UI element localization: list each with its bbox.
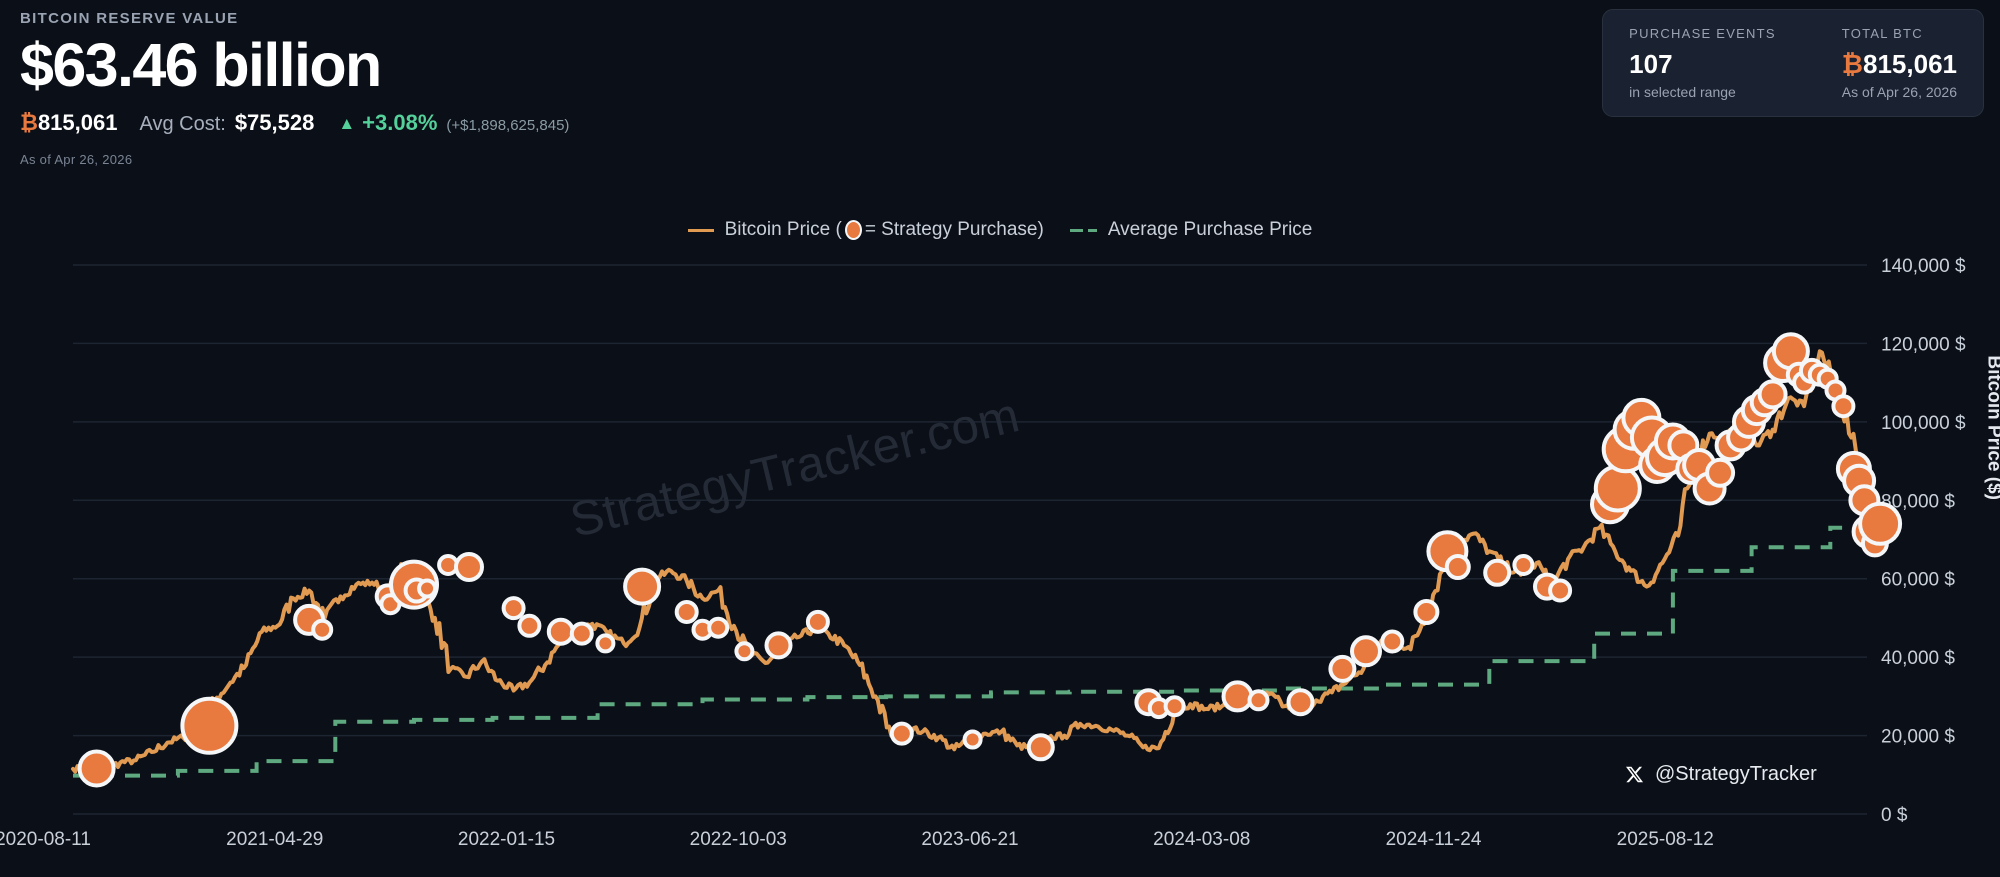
y-axis-title: Bitcoin Price ($) — [1984, 355, 2000, 500]
purchase-events-label: PURCHASE EVENTS — [1629, 26, 1776, 41]
purchase-bubble-icon — [844, 220, 862, 240]
purchase-bubble[interactable] — [1548, 578, 1573, 603]
legend-item-average-price[interactable]: Average Purchase Price — [1044, 219, 1313, 241]
purchase-bubble[interactable] — [805, 609, 830, 634]
bitcoin-symbol-icon: ₿ — [20, 110, 38, 136]
y-tick-label: 140,000 $ — [1881, 256, 1966, 277]
change-absolute: (+$1,898,625,845) — [446, 117, 570, 135]
y-tick-label: 0 $ — [1881, 805, 1908, 826]
avg-line-swatch-icon — [1069, 228, 1097, 232]
stat-purchase-events: PURCHASE EVENTS 107 in selected range — [1629, 24, 1776, 101]
purchase-bubble[interactable] — [1757, 379, 1788, 410]
reserve-value-label: BITCOIN RESERVE VALUE — [20, 10, 239, 27]
purchase-bubble[interactable] — [311, 618, 334, 641]
y-tick-label: 20,000 $ — [1881, 727, 1955, 748]
purchase-bubble[interactable] — [1163, 695, 1186, 718]
purchase-bubble[interactable] — [764, 631, 793, 660]
purchase-bubble[interactable] — [1350, 635, 1382, 668]
purchase-bubble[interactable] — [1593, 464, 1642, 513]
purchase-bubble[interactable] — [889, 721, 914, 746]
purchase-bubble[interactable] — [569, 621, 594, 646]
total-btc-value: ₿815,061 — [1842, 48, 1957, 81]
reserve-value-amount: $63.46 billion — [20, 31, 382, 99]
purchase-bubble[interactable] — [1831, 394, 1856, 419]
legend-avg-label: Average Purchase Price — [1107, 219, 1313, 240]
purchase-bubble[interactable] — [734, 641, 755, 662]
header-metrics-row: ₿ 815,061 Avg Cost: $75,528 ▲ +3.08% (+$… — [20, 109, 569, 138]
price-line-swatch-icon — [687, 228, 714, 232]
y-tick-label: 100,000 $ — [1881, 413, 1966, 434]
purchase-bubble[interactable] — [1512, 554, 1535, 576]
purchase-bubble[interactable] — [1858, 501, 1903, 546]
purchase-bubble[interactable] — [674, 600, 699, 624]
y-tick-label: 120,000 $ — [1881, 334, 1966, 355]
legend-purchase-label: = Strategy Purchase) — [864, 219, 1044, 240]
purchase-events-value: 107 — [1629, 48, 1673, 79]
bitcoin-symbol-icon: ₿ — [1841, 48, 1863, 79]
bitcoin-price-line — [71, 349, 1869, 774]
y-tick-label: 80,000 $ — [1881, 491, 1955, 512]
x-axis-tick-labels: 2020-08-11 2021-04-29 2022-01-15 2022-10-03… — [0, 829, 1714, 850]
purchase-bubble[interactable] — [77, 749, 116, 788]
purchase-bubble[interactable] — [546, 617, 575, 646]
purchase-bubble[interactable] — [623, 567, 662, 606]
header-summary: BITCOIN RESERVE VALUE $63.46 billion ₿ 8… — [20, 8, 569, 167]
avg-cost-value: $75,528 — [234, 110, 315, 136]
purchase-bubble[interactable] — [1705, 457, 1736, 488]
chart-legend: Bitcoin Price ( = Strategy Purchase) Ave… — [0, 219, 2000, 241]
header-as-of-date: As of Apr 26, 2026 — [20, 151, 133, 167]
purchase-events-sub: in selected range — [1629, 84, 1736, 100]
purchase-bubble[interactable] — [1444, 554, 1471, 580]
purchase-bubble[interactable] — [1380, 629, 1405, 654]
purchase-bubble[interactable] — [417, 578, 438, 599]
x-tick-label: 2023-06-21 — [921, 829, 1018, 850]
change-percent: +3.08% — [362, 110, 438, 136]
purchase-bubble[interactable] — [707, 616, 730, 639]
total-btc-number: 815,061 — [1863, 48, 1957, 79]
average-purchase-price-line — [73, 521, 1869, 778]
purchase-bubble[interactable] — [595, 633, 616, 654]
y-tick-label: 60,000 $ — [1881, 570, 1955, 591]
y-axis-tick-labels: 0 $ 20,000 $ 40,000 $ 60,000 $ 80,000 $ 100,0… — [1881, 256, 1966, 826]
purchase-bubble[interactable] — [180, 696, 239, 755]
purchase-bubble[interactable] — [962, 729, 983, 750]
total-btc-label: TOTAL BTC — [1841, 26, 1923, 41]
legend-item-bitcoin-price[interactable]: Bitcoin Price ( = Strategy Purchase) — [687, 219, 1044, 241]
x-tick-label: 2021-04-29 — [226, 829, 323, 850]
stats-card: PURCHASE EVENTS 107 in selected range TO… — [1602, 9, 1984, 118]
purchase-bubble[interactable] — [1328, 654, 1357, 683]
social-handle-text: @StrategyTracker — [1655, 763, 1817, 785]
purchase-bubble[interactable] — [1026, 733, 1055, 762]
x-twitter-icon — [1625, 766, 1644, 783]
purchase-bubble[interactable] — [1483, 558, 1512, 587]
x-tick-label: 2024-11-24 — [1386, 829, 1482, 850]
avg-cost-label: Avg Cost: — [139, 113, 226, 136]
legend-price-label: Bitcoin Price ( — [724, 219, 842, 240]
x-tick-label: 2024-03-08 — [1153, 829, 1250, 850]
x-tick-label: 2020-08-11 — [0, 829, 91, 850]
y-tick-label: 40,000 $ — [1881, 648, 1955, 669]
x-tick-label: 2025-08-12 — [1617, 829, 1714, 850]
purchase-bubble[interactable] — [1221, 680, 1254, 713]
total-btc-sub: As of Apr 26, 2026 — [1841, 84, 1957, 100]
purchase-bubble[interactable] — [1247, 689, 1270, 712]
purchase-bubble[interactable] — [501, 596, 526, 621]
x-tick-label: 2022-10-03 — [690, 829, 787, 850]
purchase-bubble[interactable] — [1413, 599, 1440, 625]
purchase-bubble[interactable] — [1286, 688, 1315, 717]
x-tick-label: 2022-01-15 — [458, 829, 555, 850]
strategy-purchase-bubbles — [77, 332, 1903, 788]
trend-up-icon: ▲ — [338, 114, 356, 134]
purchase-bubble[interactable] — [517, 613, 542, 638]
stat-total-btc: TOTAL BTC ₿815,061 As of Apr 26, 2026 — [1842, 24, 1957, 101]
btc-holdings-amount: 815,061 — [37, 110, 118, 136]
social-handle[interactable]: @StrategyTracker — [1625, 763, 1817, 786]
chart-gridlines — [73, 264, 1867, 815]
purchase-bubble[interactable] — [454, 552, 484, 582]
